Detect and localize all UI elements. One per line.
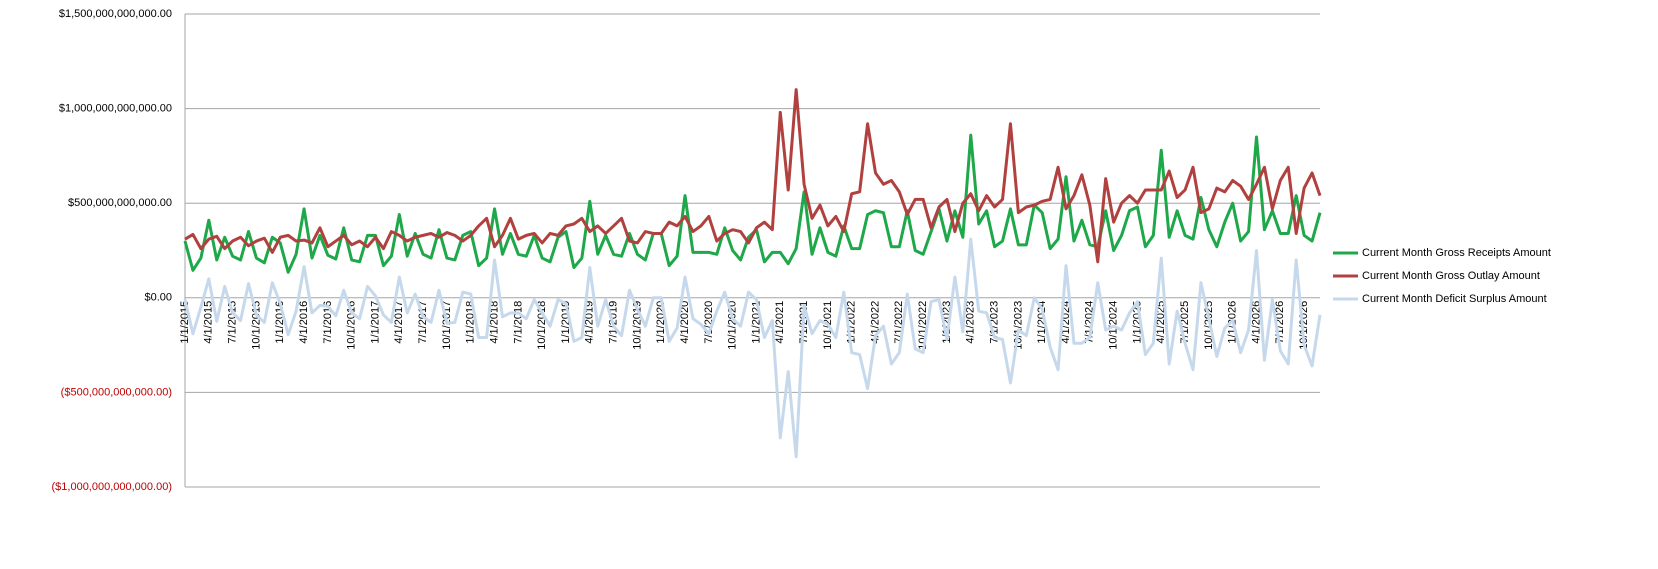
x-tick-label: 10/1/2015 [250,301,262,350]
y-tick-label: $1,000,000,000,000.00 [59,103,172,115]
x-tick-label: 7/1/2023 [988,301,1000,344]
x-tick-label: 10/1/2016 [346,301,358,350]
x-tick-label: 4/1/2019 [584,301,596,344]
x-tick-label: 7/1/2015 [227,301,239,344]
x-tick-label: 4/1/2017 [393,301,405,344]
legend-label: Current Month Gross Outlay Amount [1362,270,1540,282]
x-tick-label: 4/1/2020 [679,301,691,344]
legend-label: Current Month Gross Receipts Amount [1362,247,1551,259]
x-tick-label: 7/1/2018 [512,301,524,344]
y-tick-label: $1,500,000,000,000.00 [59,8,172,20]
x-tick-label: 4/1/2023 [965,301,977,344]
x-tick-label: 4/1/2021 [774,301,786,344]
y-tick-label: $500,000,000,000.00 [68,197,172,209]
y-tick-label: ($1,000,000,000,000.00) [52,481,173,493]
series-line [184,88,1322,264]
y-tick-label: $0.00 [144,292,172,304]
x-tick-label: 10/1/2023 [1012,301,1024,350]
x-tick-label: 4/1/2016 [298,301,310,344]
x-tick-label: 4/1/2015 [203,301,215,344]
x-tick-label: 1/1/2024 [1036,301,1048,344]
x-tick-label: 10/1/2018 [536,301,548,350]
legend-label: Current Month Deficit Surplus Amount [1362,293,1547,305]
x-tick-label: 7/1/2020 [703,301,715,344]
x-tick-label: 1/1/2017 [369,301,381,344]
x-tick-label: 4/1/2018 [488,301,500,344]
x-tick-label: 4/1/2026 [1250,301,1262,344]
series-line [183,237,1322,459]
y-tick-label: ($500,000,000,000.00) [61,386,172,398]
